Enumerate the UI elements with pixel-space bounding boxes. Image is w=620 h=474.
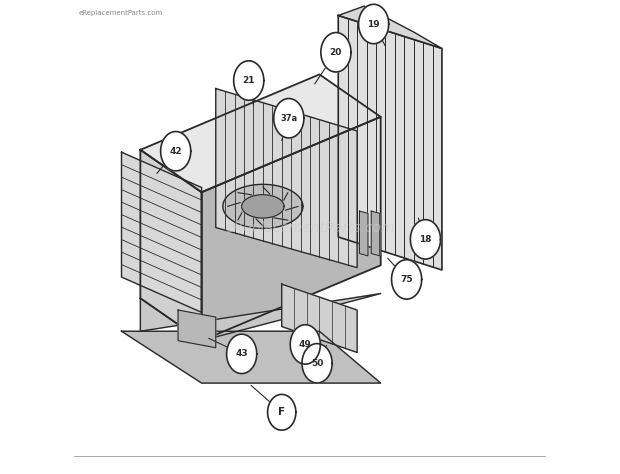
Polygon shape	[392, 260, 422, 299]
Text: 21: 21	[242, 76, 255, 85]
Polygon shape	[234, 61, 264, 100]
Polygon shape	[202, 117, 381, 341]
Polygon shape	[223, 184, 303, 228]
Polygon shape	[161, 131, 191, 171]
Polygon shape	[242, 195, 284, 218]
Polygon shape	[360, 211, 368, 256]
Polygon shape	[227, 334, 257, 374]
Polygon shape	[358, 4, 389, 44]
Polygon shape	[122, 331, 381, 383]
Polygon shape	[178, 310, 216, 348]
Text: eReplacementParts.com: eReplacementParts.com	[79, 10, 163, 16]
Polygon shape	[290, 325, 321, 364]
Text: 18: 18	[419, 235, 432, 244]
Polygon shape	[321, 33, 351, 72]
Text: 75: 75	[401, 275, 413, 284]
Text: F: F	[278, 407, 285, 417]
Polygon shape	[268, 394, 296, 430]
Polygon shape	[281, 284, 357, 353]
Text: 20: 20	[330, 48, 342, 57]
Text: eReplacementParts.com: eReplacementParts.com	[225, 220, 395, 235]
Polygon shape	[140, 150, 202, 341]
Text: 50: 50	[311, 359, 323, 368]
Polygon shape	[140, 74, 381, 192]
Polygon shape	[216, 89, 357, 268]
Text: 19: 19	[367, 19, 380, 28]
Text: 37a: 37a	[280, 114, 298, 123]
Polygon shape	[339, 16, 442, 270]
Polygon shape	[410, 219, 441, 259]
Text: 43: 43	[236, 349, 248, 358]
Text: 49: 49	[299, 340, 312, 349]
Polygon shape	[274, 99, 304, 138]
Polygon shape	[122, 152, 202, 312]
Text: 42: 42	[169, 147, 182, 156]
Polygon shape	[339, 6, 442, 48]
Polygon shape	[140, 293, 381, 341]
Polygon shape	[302, 344, 332, 383]
Polygon shape	[371, 211, 379, 256]
